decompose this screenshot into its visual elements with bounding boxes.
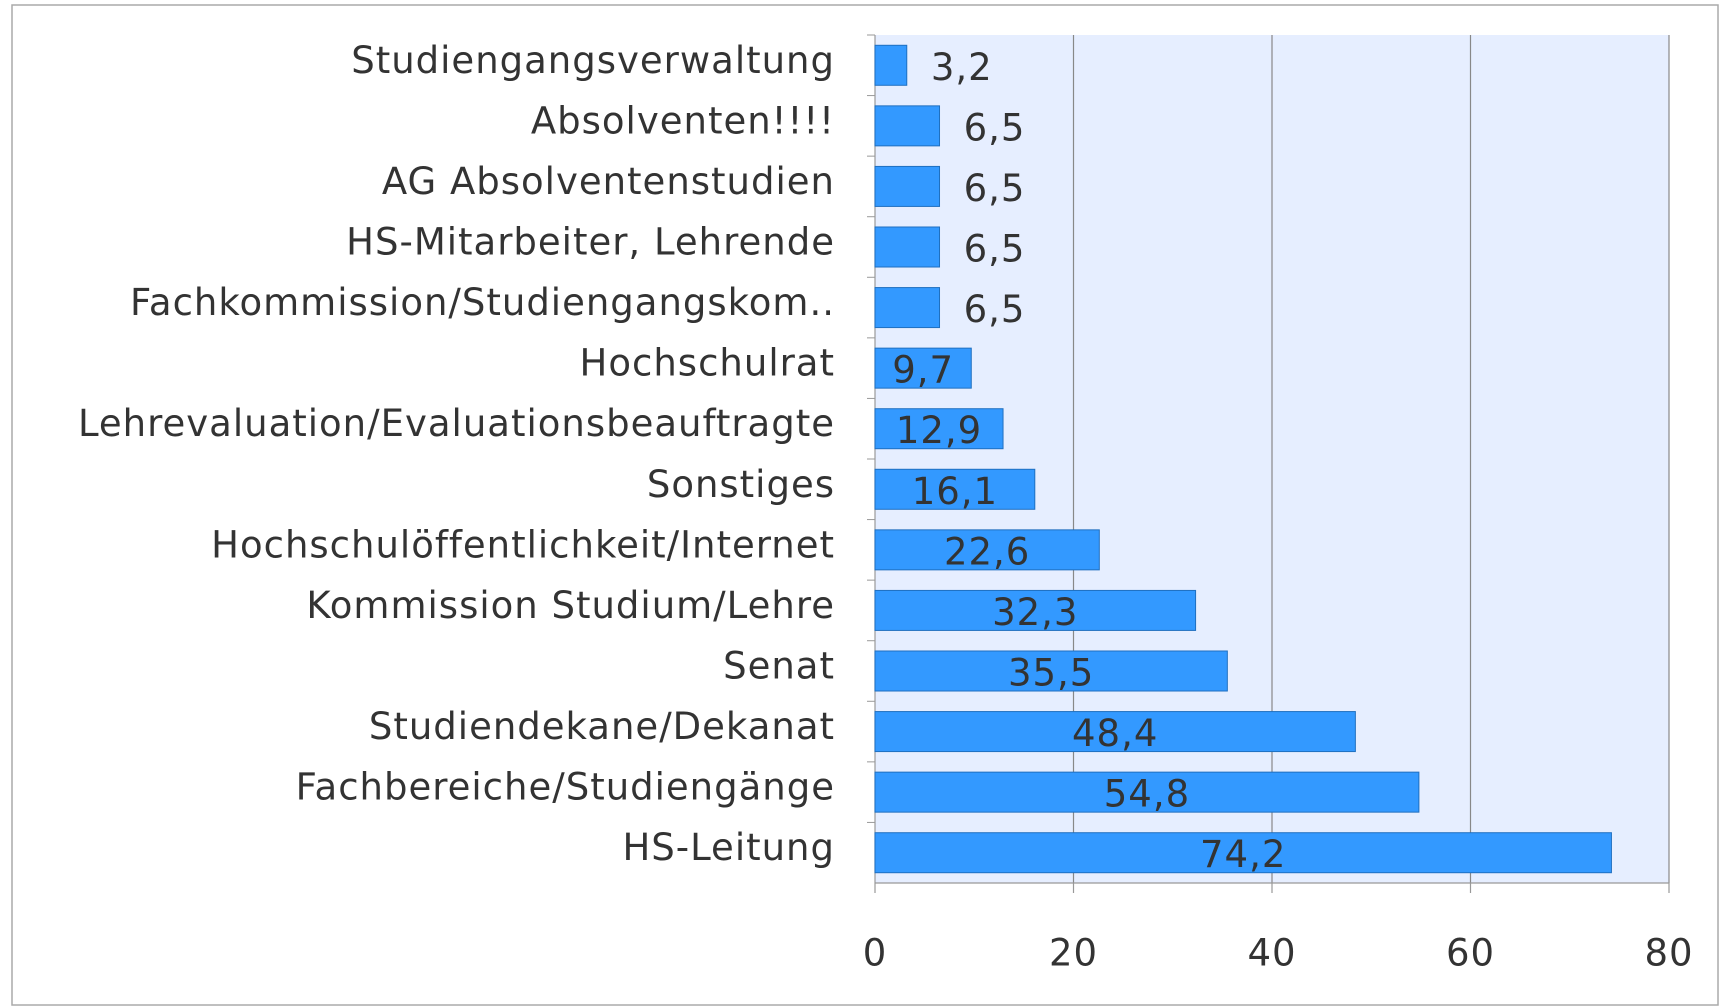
bar	[874, 105, 941, 147]
bar	[874, 650, 1228, 692]
y-tick-label: Studiendekane/Dekanat	[369, 705, 835, 748]
value-label: 54,8	[1104, 773, 1190, 816]
x-tick-label: 0	[863, 932, 888, 975]
bar	[874, 832, 1612, 874]
value-label: 16,1	[912, 470, 998, 513]
y-tick-label: Kommission Studium/Lehre	[306, 584, 835, 627]
y-tick-label: AG Absolventenstudien	[382, 160, 835, 203]
value-label: 74,2	[1200, 833, 1286, 876]
bar	[874, 165, 941, 207]
y-tick-label: Fachkommission/Studiengangskom..	[130, 281, 835, 324]
bar	[874, 226, 941, 268]
value-label: 3,2	[931, 46, 993, 89]
x-tick-label: 40	[1247, 932, 1296, 975]
bar	[874, 347, 972, 389]
value-label: 6,5	[964, 228, 1026, 271]
y-tick-label: Hochschulrat	[580, 342, 835, 385]
value-label: 6,5	[964, 167, 1026, 210]
value-label: 12,9	[896, 409, 982, 452]
bar	[874, 287, 941, 329]
value-label: 22,6	[944, 530, 1030, 573]
y-tick-label: Absolventen!!!!	[531, 99, 835, 142]
value-label: 48,4	[1072, 712, 1158, 755]
y-tick-label: Studiengangsverwaltung	[351, 39, 835, 82]
x-tick-label: 60	[1446, 932, 1495, 975]
bar	[874, 529, 1100, 571]
value-label: 6,5	[964, 288, 1026, 331]
bar	[874, 44, 908, 86]
y-tick-label: Fachbereiche/Studiengänge	[296, 766, 835, 809]
bar	[874, 771, 1420, 813]
y-tick-label: Hochschulöffentlichkeit/Internet	[211, 523, 835, 566]
bar	[874, 711, 1356, 753]
value-label: 9,7	[892, 349, 954, 392]
y-tick-label: Lehrevaluation/Evaluationsbeauftragte	[78, 402, 835, 445]
y-tick-label: HS-Mitarbeiter, Lehrende	[346, 221, 835, 264]
y-tick-label: Senat	[723, 645, 835, 688]
bar	[874, 468, 1036, 510]
bar	[874, 408, 1004, 450]
value-label: 6,5	[964, 106, 1026, 149]
x-tick-label: 20	[1049, 932, 1098, 975]
bar	[874, 589, 1197, 631]
value-label: 35,5	[1008, 652, 1094, 695]
y-tick-label: Sonstiges	[647, 463, 835, 506]
x-tick-label: 80	[1644, 932, 1693, 975]
value-label: 32,3	[992, 591, 1078, 634]
y-tick-label: HS-Leitung	[622, 826, 835, 869]
